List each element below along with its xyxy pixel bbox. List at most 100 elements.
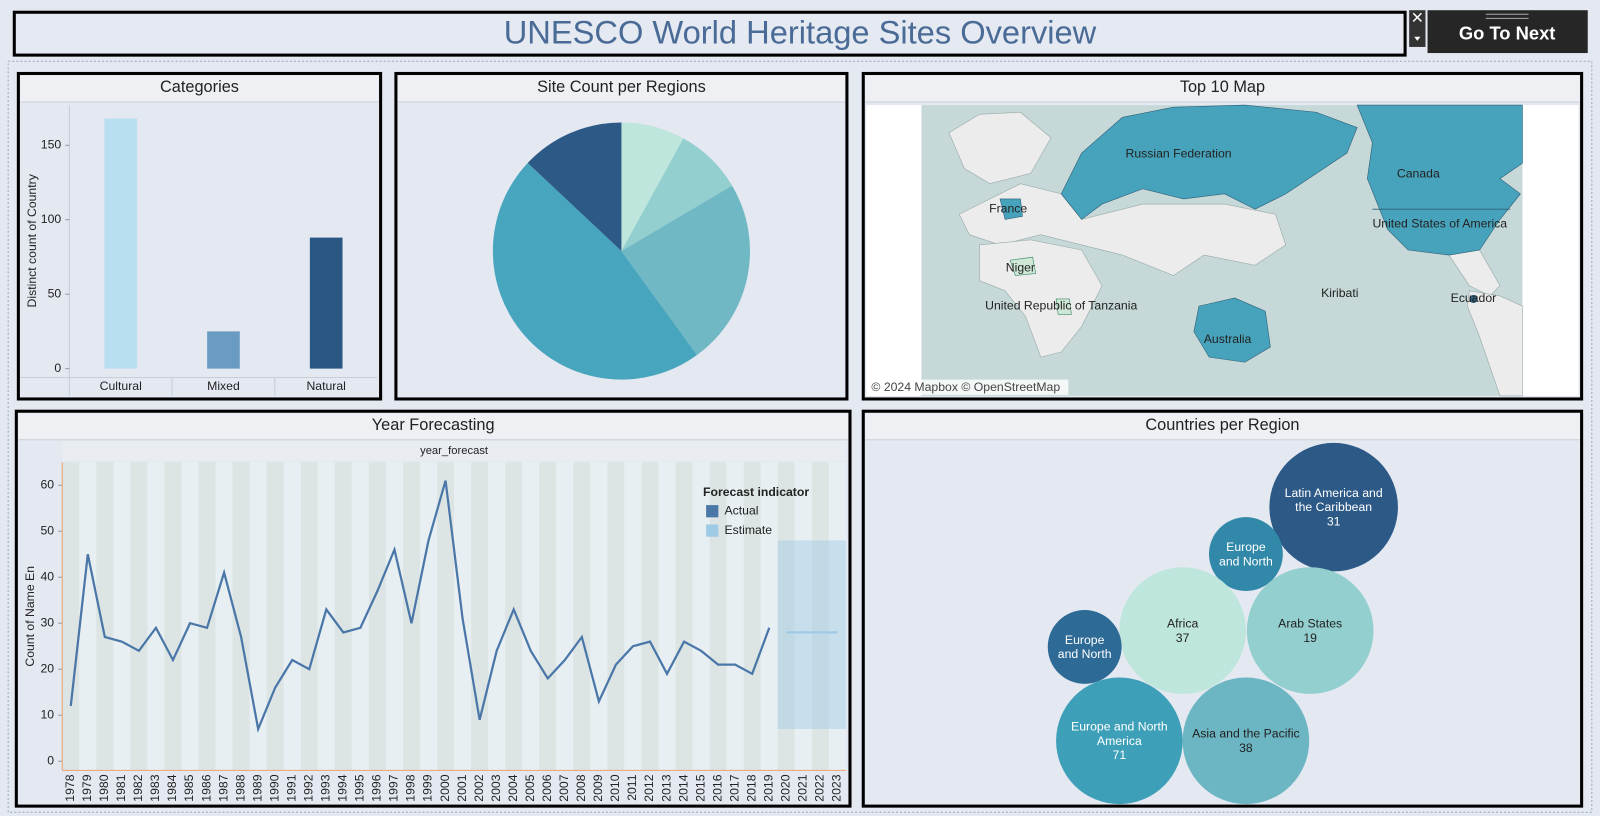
map-label: Niger xyxy=(1006,261,1035,275)
panel-title-bar xyxy=(18,413,848,440)
panel-title: Site Count per Regions xyxy=(537,78,706,96)
x-tick-label: 2006 xyxy=(540,774,554,801)
forecast-band xyxy=(811,540,829,730)
bar xyxy=(207,331,240,369)
bubble-text: 71 xyxy=(1112,747,1127,763)
column-stripe xyxy=(420,462,438,771)
column-stripe xyxy=(794,462,812,771)
bubble-text: Europe and North xyxy=(1219,539,1273,569)
land xyxy=(948,111,1052,184)
x-tick-label: 2001 xyxy=(455,774,469,801)
y-tick-label: 100 xyxy=(41,212,62,226)
column-stripe xyxy=(471,462,489,771)
bubble-label-box: Latin America and the Caribbean 31 xyxy=(1279,483,1388,532)
bubble-label: Europe and North xyxy=(1219,539,1273,569)
x-tick-label: 1989 xyxy=(250,774,264,801)
y-tick-label: 0 xyxy=(54,361,61,375)
map-label: France xyxy=(989,201,1027,215)
column-stripe xyxy=(62,462,80,771)
column-stripe xyxy=(147,462,165,771)
x-tick-label: 1996 xyxy=(370,774,384,801)
y-tick-label: 150 xyxy=(41,138,62,152)
x-tick-label: 2013 xyxy=(659,774,673,801)
y-axis-title: Distinct count of Country xyxy=(25,173,39,307)
y-tick-label: 50 xyxy=(48,286,62,300)
bubble-label-box: Europe and North xyxy=(1053,622,1116,671)
close-control[interactable] xyxy=(1409,10,1426,47)
legend-swatch xyxy=(706,524,719,537)
column-stripe xyxy=(317,462,335,771)
x-tick-label: Cultural xyxy=(100,379,142,393)
x-tick-label: 1984 xyxy=(165,774,179,801)
x-tick-label: 2018 xyxy=(744,774,758,801)
column-stripe xyxy=(726,462,744,771)
go-to-next-button[interactable] xyxy=(1427,10,1588,54)
x-tick-label: 1981 xyxy=(114,774,128,801)
x-tick-label: 2011 xyxy=(625,774,639,801)
bubble-label-box: Africa 37 xyxy=(1129,606,1237,655)
title-box xyxy=(12,10,1407,57)
bar xyxy=(309,237,343,369)
x-tick-label: 1993 xyxy=(319,774,333,801)
column-stripe xyxy=(385,462,403,771)
column-stripe xyxy=(539,462,557,771)
column-stripe xyxy=(266,462,284,771)
column-stripe xyxy=(522,462,540,771)
column-stripe xyxy=(658,462,676,771)
panel-title: Top 10 Map xyxy=(1180,78,1265,96)
bubble-text: Europe and North xyxy=(1057,632,1112,662)
x-tick-label: 2007 xyxy=(557,774,571,801)
x-tick-label: 2014 xyxy=(676,774,690,801)
legend-title: Forecast indicator xyxy=(703,485,809,499)
attribution-bg xyxy=(868,379,1069,395)
legend-swatch xyxy=(706,505,719,518)
column-stripe xyxy=(743,462,761,771)
map-label: United States of America xyxy=(1372,217,1507,231)
y-tick-label: 0 xyxy=(47,753,54,767)
x-tick-label: 1986 xyxy=(199,774,213,801)
x-tick-label: 1999 xyxy=(421,774,435,801)
x-tick-label: 2020 xyxy=(779,774,793,801)
highlight-country xyxy=(1055,298,1072,315)
column-stripe xyxy=(573,462,591,771)
x-tick-label: Mixed xyxy=(207,379,240,393)
bubble xyxy=(1182,677,1310,805)
x-tick-label: 1978 xyxy=(63,774,77,801)
y-axis-title: Count of Name En xyxy=(23,566,37,667)
panel-title: Countries per Region xyxy=(1145,416,1299,434)
bubble-label-box: Asia and the Pacific 38 xyxy=(1192,716,1300,765)
x-tick-label: 1991 xyxy=(284,774,298,801)
x-tick-label: Natural xyxy=(306,379,345,393)
bubble-text: Africa xyxy=(1166,616,1199,631)
x-tick-label: 1997 xyxy=(387,774,401,801)
highlight-country xyxy=(1060,104,1358,220)
column-stripe xyxy=(556,462,574,771)
x-tick-label: 1987 xyxy=(216,774,230,801)
panel-title: Categories xyxy=(160,78,239,96)
pie-slice xyxy=(492,163,697,380)
x-tick-label: 2009 xyxy=(591,774,605,801)
column-stripe xyxy=(811,462,829,771)
column-stripe xyxy=(590,462,608,771)
map-label: Canada xyxy=(1397,167,1440,181)
x-tick-label: 2023 xyxy=(830,774,844,801)
forecast-band xyxy=(777,540,795,730)
column-stripe xyxy=(283,462,301,771)
legend-label: Estimate xyxy=(724,523,772,537)
map-label: United Republic of Tanzania xyxy=(985,298,1137,312)
pie-slice xyxy=(621,138,733,252)
x-tick-label: 2017 xyxy=(727,774,741,801)
facet-header xyxy=(62,440,846,462)
bubble-text: Arab States xyxy=(1278,616,1343,631)
x-tick-label: 1994 xyxy=(336,774,350,801)
column-stripe xyxy=(760,462,778,771)
column-stripe xyxy=(181,462,199,771)
column-stripe xyxy=(79,462,97,771)
highlight-country xyxy=(1009,256,1037,276)
column-stripe xyxy=(437,462,455,771)
x-tick-label: 2019 xyxy=(761,774,775,801)
